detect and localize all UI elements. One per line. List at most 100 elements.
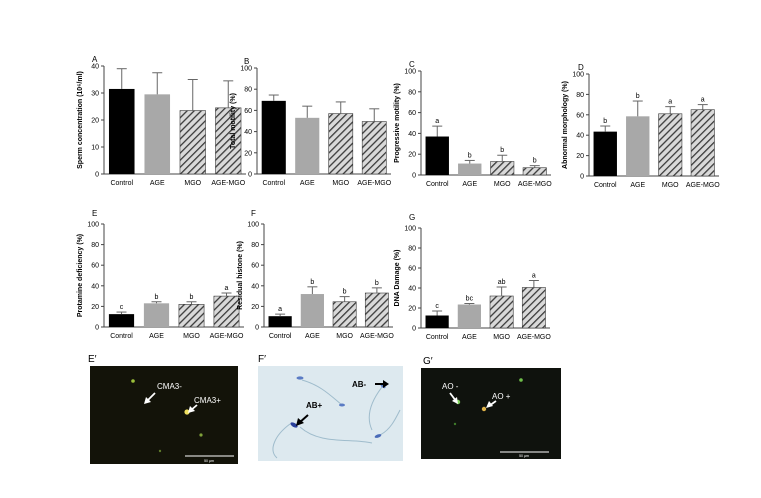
bar bbox=[328, 113, 354, 175]
sperm-tail bbox=[272, 423, 291, 459]
y-tick-label: 0 bbox=[412, 173, 416, 180]
x-tick-label: AGE bbox=[149, 333, 164, 340]
x-tick-label: AGE-MGO bbox=[360, 333, 394, 340]
bar-chart-g: G 0 20 40 60 80 100 DNA Damage (%) c Control bc AGE… bbox=[394, 213, 551, 341]
bar bbox=[361, 121, 387, 175]
x-tick-label: MGO bbox=[184, 180, 201, 187]
panel-letter: E bbox=[92, 209, 97, 218]
sperm-tail bbox=[299, 426, 373, 444]
significance-letter: b bbox=[603, 118, 607, 125]
y-tick-label: 100 bbox=[572, 72, 584, 79]
bar bbox=[364, 292, 389, 328]
y-tick-label: 10 bbox=[91, 145, 99, 152]
x-tick-label: AGE-MGO bbox=[211, 180, 245, 187]
y-tick-label: 0 bbox=[255, 325, 259, 332]
bar-charts: A 0 10 20 30 40 Sperm concentration (10⁶/ml) Co… bbox=[77, 55, 720, 341]
bar bbox=[178, 304, 205, 328]
y-tick-label: 0 bbox=[580, 174, 584, 181]
y-tick-label: 40 bbox=[576, 133, 584, 140]
bar bbox=[458, 163, 482, 175]
significance-letter: b bbox=[636, 93, 640, 100]
arrow-head bbox=[188, 406, 195, 413]
y-tick-label: 60 bbox=[244, 108, 252, 115]
x-tick-label: MGO bbox=[332, 180, 349, 187]
x-tick-label: Control bbox=[426, 334, 449, 341]
bar-chart-f: F 0 20 40 60 80 100 Residual histone (%) a Contro… bbox=[237, 209, 394, 340]
y-tick-label: 20 bbox=[91, 118, 99, 125]
bar-chart-a: A 0 10 20 30 40 Sperm concentration (10⁶/ml) Co… bbox=[77, 55, 246, 187]
x-tick-label: AGE bbox=[150, 180, 165, 187]
x-tick-label: MGO bbox=[493, 334, 510, 341]
significance-letter: b bbox=[500, 147, 504, 154]
x-tick-label: Control bbox=[262, 180, 285, 187]
y-axis-label: Total motility (%) bbox=[230, 93, 237, 149]
sperm-head bbox=[296, 376, 304, 380]
arrow-head bbox=[144, 397, 151, 404]
x-tick-label: AGE-MGO bbox=[517, 334, 551, 341]
micrograph-f-prime: F′ AB+ AB- bbox=[258, 354, 403, 461]
bar bbox=[425, 315, 449, 328]
x-tick-label: Control bbox=[594, 182, 617, 189]
bar bbox=[144, 94, 171, 174]
cell-dot bbox=[184, 409, 190, 415]
micrograph-panel-label: G′ bbox=[423, 356, 433, 367]
cell-dot bbox=[199, 433, 203, 437]
bar bbox=[626, 116, 650, 176]
x-tick-label: MGO bbox=[662, 182, 679, 189]
x-tick-label: AGE bbox=[462, 181, 477, 188]
significance-letter: ab bbox=[498, 279, 506, 286]
y-axis-label: Progressive motility (%) bbox=[394, 83, 401, 163]
significance-letter: b bbox=[375, 280, 379, 287]
bar bbox=[425, 136, 449, 175]
y-tick-label: 20 bbox=[576, 153, 584, 160]
scale-bar-label: 50 µm bbox=[204, 459, 214, 463]
bar bbox=[143, 303, 170, 327]
x-tick-label: MGO bbox=[336, 333, 353, 340]
x-tick-label: AGE bbox=[462, 334, 477, 341]
bar bbox=[332, 301, 357, 328]
bar bbox=[108, 88, 135, 174]
y-tick-label: 80 bbox=[244, 87, 252, 94]
y-tick-label: 100 bbox=[404, 226, 416, 233]
significance-letter: a bbox=[435, 118, 439, 125]
bar bbox=[261, 100, 286, 174]
bar bbox=[593, 131, 617, 176]
bar bbox=[521, 287, 546, 329]
significance-letter: b bbox=[190, 294, 194, 301]
y-tick-label: 80 bbox=[408, 89, 416, 96]
bar bbox=[490, 161, 515, 176]
y-tick-label: 20 bbox=[408, 306, 416, 313]
significance-letter: c bbox=[435, 303, 439, 310]
cell-dot bbox=[519, 378, 523, 382]
significance-letter: b bbox=[468, 152, 472, 159]
bar bbox=[457, 304, 481, 328]
x-tick-label: AGE-MGO bbox=[518, 181, 552, 188]
x-tick-label: AGE bbox=[630, 182, 645, 189]
significance-letter: b bbox=[310, 279, 314, 286]
arrow-head bbox=[452, 397, 458, 404]
sperm-head bbox=[290, 422, 298, 428]
x-tick-label: Control bbox=[269, 333, 292, 340]
bar bbox=[522, 167, 547, 176]
micrograph-e-background bbox=[90, 366, 238, 464]
cell-dot bbox=[158, 449, 162, 453]
bar bbox=[489, 295, 514, 329]
micrograph-label: CMA3- bbox=[157, 382, 182, 391]
panel-letter: F bbox=[251, 209, 256, 218]
significance-letter: b bbox=[155, 294, 159, 301]
arrow-head bbox=[296, 418, 304, 426]
y-tick-label: 100 bbox=[240, 66, 252, 73]
bar bbox=[179, 110, 206, 175]
micrograph-label: CMA3+ bbox=[194, 396, 221, 405]
bar bbox=[213, 295, 240, 328]
x-tick-label: AGE-MGO bbox=[210, 333, 244, 340]
bar-chart-b: B 0 20 40 60 80 100 Total motility (%) Control AG… bbox=[230, 57, 392, 187]
micrograph-label: AO + bbox=[492, 392, 511, 401]
y-tick-label: 20 bbox=[251, 304, 259, 311]
micrograph-g-background bbox=[421, 368, 561, 459]
y-tick-label: 100 bbox=[404, 69, 416, 76]
bar bbox=[690, 109, 715, 177]
